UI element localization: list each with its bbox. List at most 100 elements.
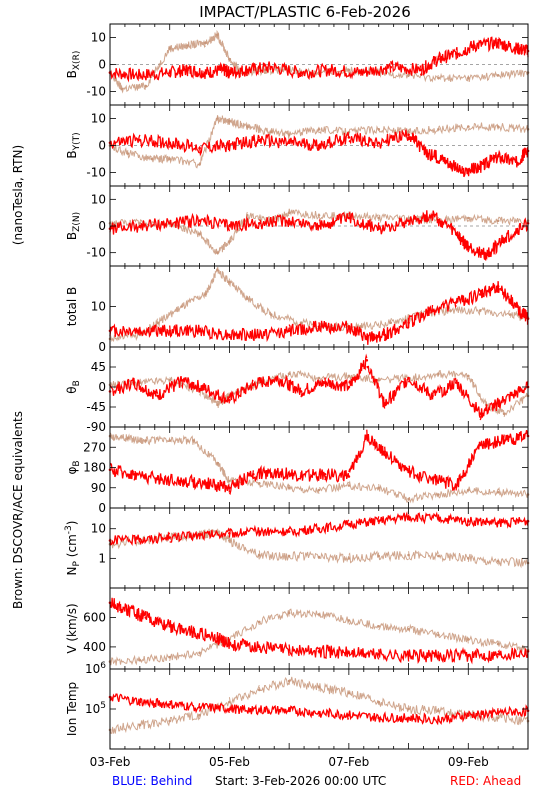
series-trace-segment xyxy=(384,446,410,472)
series-trace-segment xyxy=(133,470,159,486)
series-trace-segment xyxy=(497,281,517,309)
series-trace-segment xyxy=(169,710,201,724)
data-point xyxy=(287,611,291,615)
series-trace-segment xyxy=(139,324,171,338)
data-point xyxy=(496,155,500,158)
data-point xyxy=(467,216,470,220)
data-point xyxy=(198,713,201,717)
series-trace-segment xyxy=(437,631,469,644)
data-point xyxy=(323,473,327,476)
data-point xyxy=(347,651,351,655)
data-point xyxy=(455,381,458,384)
y-axis-label-v: V (km/s) xyxy=(65,603,79,653)
series-trace-segment xyxy=(139,375,171,387)
y-axis-label-by: BY(T) xyxy=(65,132,82,158)
series-trace-segment xyxy=(187,39,206,50)
data-point xyxy=(383,450,387,454)
data-point xyxy=(258,620,261,624)
series-trace-segment xyxy=(324,467,350,483)
data-point xyxy=(407,321,410,325)
series-trace-segment xyxy=(199,388,218,405)
series-trace-segment xyxy=(109,597,129,617)
series-trace-segment xyxy=(276,467,302,482)
data-point xyxy=(377,700,381,704)
series-trace-segment xyxy=(449,305,481,316)
data-point xyxy=(317,711,321,715)
series-trace-segment xyxy=(378,129,410,149)
series-trace-segment xyxy=(348,480,379,492)
data-point xyxy=(258,530,261,533)
data-point xyxy=(246,297,249,300)
data-point xyxy=(204,41,207,45)
series-trace-segment xyxy=(300,62,332,81)
y-axis-label-theta: θB xyxy=(65,380,82,394)
x-tick-labels: 03-Feb 05-Feb 07-Feb 09-Feb xyxy=(90,755,489,769)
series-trace-segment xyxy=(407,132,428,157)
y-tick-label: 10 xyxy=(91,112,106,126)
y-tick-label: 10 xyxy=(91,300,106,314)
data-point xyxy=(287,211,291,214)
series-trace-segment xyxy=(205,30,218,46)
series-trace-segment xyxy=(259,610,290,626)
data-point xyxy=(317,376,321,380)
data-point xyxy=(467,125,470,128)
series-brown-phi xyxy=(108,432,530,504)
y-tick-label: 600 xyxy=(83,610,106,624)
data-point xyxy=(168,655,171,659)
data-point xyxy=(347,484,351,487)
series-trace-segment xyxy=(109,721,141,735)
data-point xyxy=(228,119,231,123)
data-point xyxy=(269,313,273,316)
x-tick-label: 05-Feb xyxy=(209,755,250,769)
series-trace-segment xyxy=(503,430,529,446)
series-trace-segment xyxy=(366,327,386,345)
data-point xyxy=(269,130,273,134)
series-trace-segment xyxy=(503,217,529,244)
data-point xyxy=(228,700,231,704)
y-tick-label: -10 xyxy=(86,85,106,99)
series-trace-segment xyxy=(300,468,326,483)
data-point xyxy=(180,305,183,308)
y-axis-label-temp: Ion Temp xyxy=(65,682,79,736)
data-point xyxy=(228,71,231,74)
data-point xyxy=(168,625,171,628)
data-point xyxy=(317,613,321,616)
panel-by: 10 0 -10 BY(T) xyxy=(65,104,530,187)
series-trace-segment xyxy=(145,611,171,632)
data-point xyxy=(502,399,506,402)
data-point xyxy=(407,130,410,134)
data-point xyxy=(467,374,470,378)
data-point xyxy=(299,71,303,74)
data-point xyxy=(496,219,500,222)
series-trace-segment xyxy=(455,287,481,306)
series-trace-segment xyxy=(109,534,141,547)
data-point xyxy=(437,76,440,80)
series-trace-segment xyxy=(169,219,201,238)
data-point xyxy=(204,293,207,296)
series-trace-segment xyxy=(217,32,230,62)
data-point xyxy=(514,160,518,163)
series-trace-segment xyxy=(169,212,201,229)
series-trace-segment xyxy=(318,519,350,535)
series-trace-segment xyxy=(503,392,529,418)
series-trace-segment xyxy=(408,549,439,561)
data-point xyxy=(407,553,410,557)
series-trace-segment xyxy=(437,706,469,721)
data-point xyxy=(455,232,458,236)
series-trace-segment xyxy=(497,713,529,726)
data-point xyxy=(216,251,219,254)
data-point xyxy=(180,479,183,483)
data-point xyxy=(216,461,219,465)
series-trace-segment xyxy=(515,42,529,58)
series-trace-segment xyxy=(157,473,183,487)
series-trace-segment xyxy=(169,64,189,78)
y-tick-label: 106 xyxy=(85,661,106,676)
series-trace-segment xyxy=(468,213,499,225)
data-point xyxy=(478,443,482,447)
data-point xyxy=(407,515,410,519)
data-point xyxy=(138,224,142,228)
data-point xyxy=(204,71,207,74)
series-trace-segment xyxy=(228,134,260,152)
series-trace-segment xyxy=(425,149,446,165)
series-trace-segment xyxy=(384,377,409,407)
